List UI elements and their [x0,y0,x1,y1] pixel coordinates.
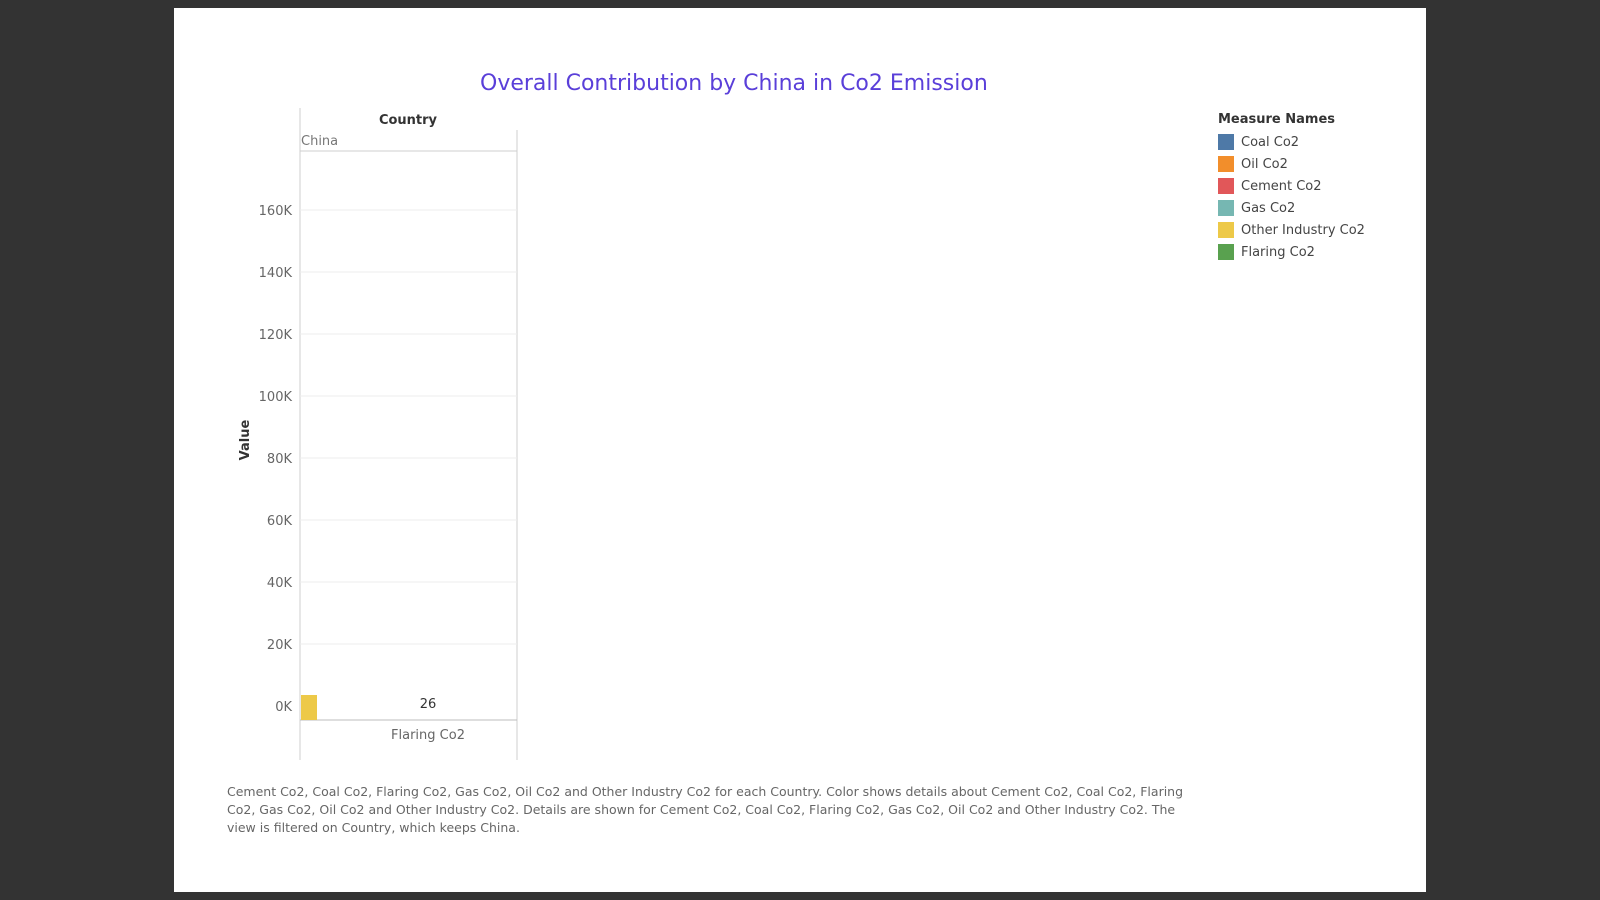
legend-label: Flaring Co2 [1241,244,1315,260]
chart-caption: Cement Co2, Coal Co2, Flaring Co2, Gas C… [227,784,1184,835]
y-axis-label: Value [238,419,253,460]
column-value-label: China [301,134,338,149]
legend-label: Gas Co2 [1241,200,1296,216]
y-tick-label: 160K [259,204,293,219]
legend-items: Coal Co2 Oil Co2 Cement Co2 Gas Co2 Other In… [1218,131,1365,263]
column-header: Country [379,113,438,128]
legend-swatch [1218,156,1234,172]
legend-label: Oil Co2 [1241,156,1288,172]
legend-title: Measure Names [1218,112,1336,127]
data-label: 26 [420,697,437,712]
legend-swatch [1218,178,1234,194]
legend-item[interactable]: Flaring Co2 [1218,241,1365,263]
legend-item[interactable]: Oil Co2 [1218,153,1365,175]
legend-label: Other Industry Co2 [1241,222,1365,238]
y-tick-label: 0K [275,700,292,715]
x-category-label: Flaring Co2 [391,728,465,743]
legend-item[interactable]: Cement Co2 [1218,175,1365,197]
chart-title: Overall Contribution by China in Co2 Emi… [480,71,988,96]
y-tick-label: 60K [267,514,293,529]
y-tick-label: 120K [259,328,293,343]
legend-item[interactable]: Gas Co2 [1218,197,1365,219]
y-tick-label: 40K [267,576,293,591]
legend-swatch [1218,244,1234,260]
bar [301,695,317,720]
y-tick-label: 80K [267,452,293,467]
legend-swatch [1218,222,1234,238]
y-tick-label: 20K [267,638,293,653]
y-tick-label: 100K [259,390,293,405]
legend-label: Coal Co2 [1241,134,1300,150]
legend: Measure Names Coal Co2 Oil Co2 Cement Co2 G… [1218,112,1365,263]
legend-swatch [1218,134,1234,150]
legend-item[interactable]: Other Industry Co2 [1218,219,1365,241]
y-tick-label: 140K [259,266,293,281]
legend-swatch [1218,200,1234,216]
legend-item[interactable]: Coal Co2 [1218,131,1365,153]
dashboard-page: Overall Contribution by China in Co2 Emi… [174,8,1426,892]
legend-label: Cement Co2 [1241,178,1322,194]
bar-chart: Country China 0K 20K 40K 60K 80K 100K 120K 140K 16… [238,108,518,760]
